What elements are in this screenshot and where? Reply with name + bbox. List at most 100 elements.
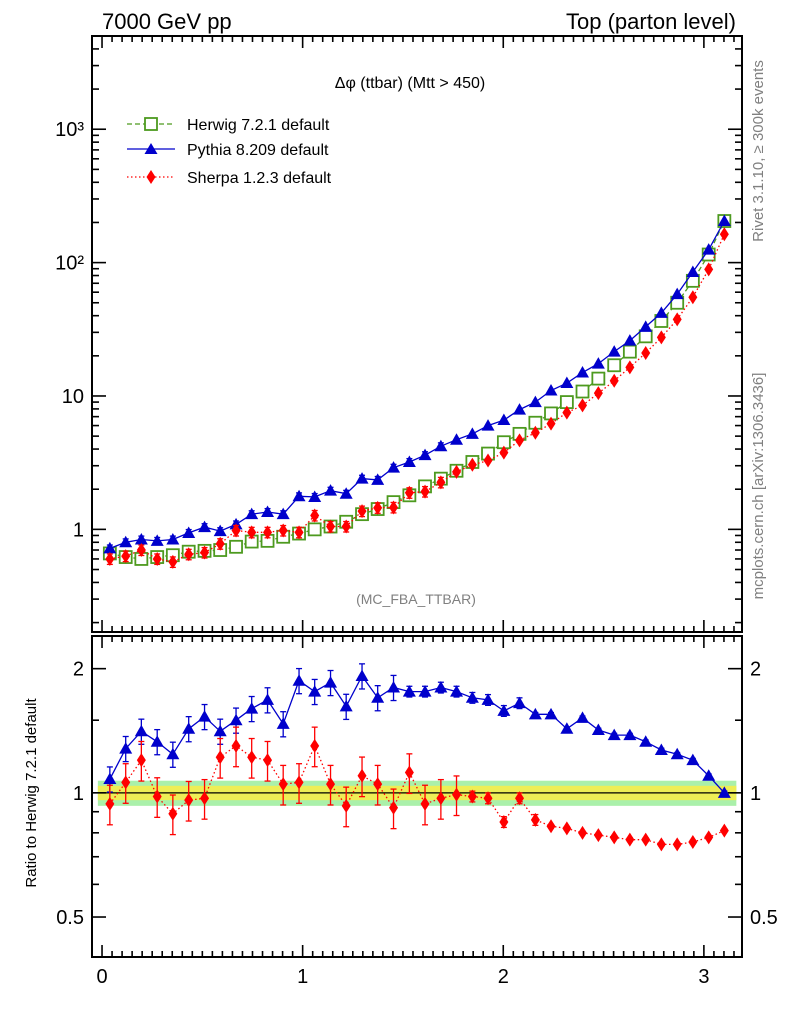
main-y-tick-label: 10³: [55, 119, 84, 141]
data-point-pythia: [261, 505, 275, 517]
data-point-sherpa: [546, 416, 556, 431]
data-point-sherpa: [467, 457, 477, 472]
ratio-point-pythia: [150, 735, 164, 747]
ratio-point-pythia: [418, 685, 432, 697]
data-point-sherpa: [672, 312, 682, 327]
ratio-point-pythia: [623, 728, 637, 741]
ratio-point-sherpa: [247, 750, 257, 765]
ratio-point-pythia: [654, 743, 668, 756]
ratio-point-sherpa: [578, 825, 588, 840]
data-point-herwig: [638, 329, 653, 344]
ratio-point-pythia: [513, 696, 527, 709]
data-point-sherpa: [263, 525, 273, 540]
ratio-point-sherpa: [704, 830, 714, 845]
data-point-sherpa: [704, 262, 714, 277]
ratio-point-sherpa: [452, 787, 462, 802]
data-point-pythia: [717, 214, 731, 227]
ratio-y-tick-label-right: 1: [750, 783, 761, 805]
data-point-herwig: [307, 522, 322, 537]
data-point-pythia: [103, 541, 117, 554]
data-point-sherpa: [121, 549, 131, 564]
ratio-point-sherpa: [136, 753, 146, 768]
data-point-sherpa: [420, 484, 430, 499]
data-point-pythia: [119, 535, 133, 548]
ratio-point-pythia: [560, 722, 574, 734]
ratio-point-pythia: [308, 685, 322, 697]
data-point-sherpa: [200, 545, 210, 560]
ratio-axis-ticks: [92, 636, 742, 958]
main-plot-frame: [91, 35, 743, 633]
ratio-point-sherpa: [625, 832, 635, 847]
ratio-point-pythia: [717, 786, 731, 798]
ratio-point-sherpa: [420, 796, 430, 811]
ratio-point-pythia: [166, 747, 180, 760]
main-panel: 1 10 10² 10³ Δφ (ttbar) (Mtt > 450) (MC_FBA…: [55, 35, 743, 633]
ratio-line-pythia: [109, 674, 725, 794]
ratio-point-sherpa: [278, 777, 288, 792]
ratio-point-sherpa: [357, 768, 367, 783]
main-series-layer: [102, 214, 732, 569]
ratio-point-sherpa: [404, 765, 414, 780]
data-point-herwig: [575, 384, 590, 399]
ratio-point-sherpa: [499, 814, 509, 829]
ratio-point-sherpa: [215, 750, 225, 765]
data-point-pythia: [339, 487, 353, 499]
data-point-sherpa: [609, 373, 619, 388]
data-point-pythia: [276, 507, 290, 520]
ratio-point-sherpa: [672, 837, 682, 852]
data-point-pythia: [670, 287, 684, 300]
data-point-pythia: [576, 365, 590, 378]
data-point-pythia: [150, 534, 164, 546]
data-point-pythia: [702, 243, 716, 255]
ratio-point-sherpa: [168, 806, 178, 821]
ratio-y-tick-label-right: 2: [750, 659, 761, 681]
data-point-sherpa: [136, 543, 146, 558]
ratio-y-tick-label-right: 0.5: [750, 907, 778, 929]
ratio-point-pythia: [576, 711, 590, 723]
data-point-pythia: [497, 413, 511, 426]
series-line-sherpa: [109, 234, 725, 563]
data-point-sherpa: [389, 500, 399, 515]
data-point-herwig: [607, 358, 622, 373]
ratio-point-sherpa: [515, 791, 525, 806]
data-point-sherpa: [326, 519, 336, 534]
ratio-y-tick-label-left: 1: [73, 783, 84, 805]
main-axis-ticks: [92, 35, 742, 632]
ratio-point-sherpa: [530, 812, 540, 827]
data-point-sherpa: [184, 547, 194, 562]
data-point-sherpa: [483, 453, 493, 468]
data-point-pythia: [654, 306, 668, 318]
data-point-pythia: [528, 395, 542, 408]
data-point-pythia: [465, 427, 479, 439]
main-y-tick-labels: 1 10 10² 10³: [55, 119, 84, 541]
data-point-herwig: [229, 539, 243, 554]
data-point-sherpa: [341, 519, 351, 534]
data-point-pythia: [355, 472, 369, 484]
data-point-sherpa: [578, 398, 588, 413]
data-point-sherpa: [152, 551, 162, 566]
ratio-point-pythia: [544, 707, 558, 720]
ratio-point-pythia: [276, 717, 290, 729]
ratio-point-pythia: [213, 724, 227, 737]
series-pythia: [103, 214, 731, 554]
ratio-line-sherpa: [109, 744, 725, 846]
data-point-sherpa: [215, 536, 225, 551]
data-point-sherpa: [294, 525, 304, 540]
ratio-point-pythia: [119, 742, 133, 754]
ratio-point-pythia: [339, 699, 353, 712]
rivet-version-note: Rivet 3.1.10, ≥ 300k events: [750, 60, 767, 242]
data-point-sherpa: [278, 523, 288, 538]
data-point-sherpa: [357, 504, 367, 519]
main-y-tick-label: 1: [73, 519, 84, 541]
data-point-pythia: [324, 484, 338, 496]
ratio-point-pythia: [198, 710, 212, 722]
ratio-point-pythia: [607, 728, 621, 741]
ratio-point-sherpa: [105, 796, 115, 811]
data-point-pythia: [450, 433, 464, 445]
ratio-point-pythia: [103, 772, 117, 785]
ratio-point-sherpa: [546, 819, 556, 834]
legend-entry-sherpa: Sherpa 1.2.3 default: [127, 170, 332, 187]
ratio-point-sherpa: [656, 837, 666, 852]
data-point-sherpa: [719, 227, 729, 242]
ratio-series-sherpa: [105, 726, 729, 852]
